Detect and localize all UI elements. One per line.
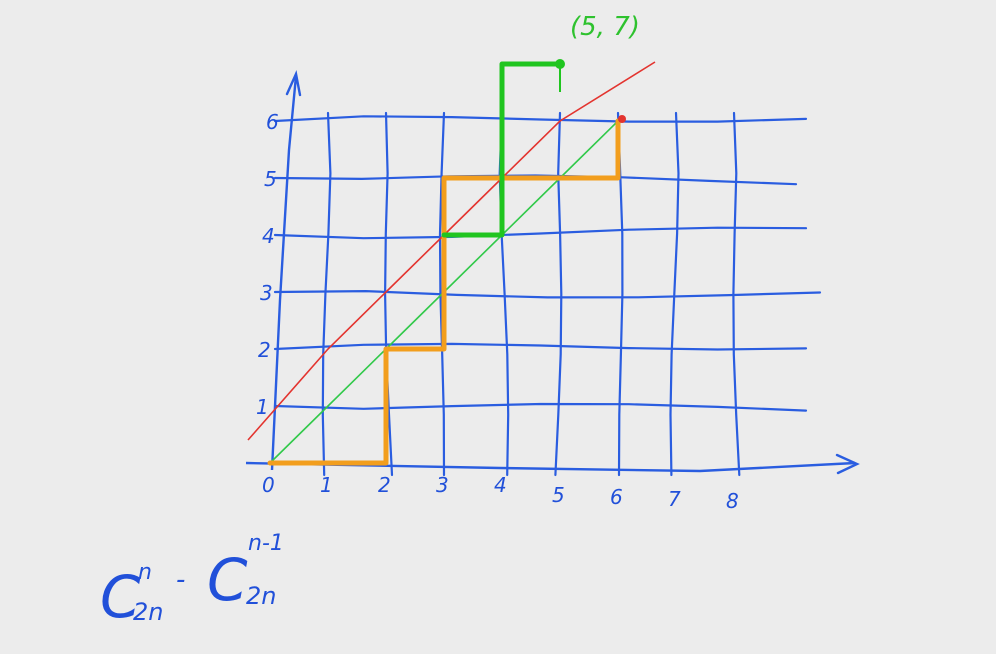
- formula-sub1: 2n: [133, 598, 163, 626]
- y-tick-label: 1: [256, 395, 269, 419]
- x-tick-label: 5: [552, 483, 565, 507]
- grid-horizontal-line: [273, 115, 808, 123]
- formula-sup1: n: [138, 560, 152, 585]
- formula-sub2: 2n: [246, 582, 276, 610]
- x-tick-label: 4: [494, 473, 507, 497]
- y-tick-label: 3: [260, 281, 273, 305]
- y-tick-label: 2: [258, 338, 271, 362]
- green-reflected-path: [441, 61, 563, 238]
- x-tick-label: 7: [668, 487, 681, 511]
- lattice-paths: [267, 59, 626, 466]
- x-tick-label: 8: [726, 489, 739, 513]
- y-tick-label: 4: [262, 224, 275, 248]
- grid-vertical-line: [669, 111, 680, 477]
- formula-c2: C: [207, 546, 248, 614]
- grid-lines: [273, 111, 822, 477]
- diagonal-lines: [247, 61, 656, 464]
- formula-minus: -: [176, 565, 185, 595]
- grid-vertical-line: [554, 111, 563, 477]
- axes: [245, 70, 860, 475]
- y-tick-label: 6: [266, 110, 279, 134]
- grid-horizontal-line: [273, 402, 808, 412]
- red-endpoint-dot: [618, 115, 626, 123]
- axis-labels: 0 1 2 3 4 5 6 7 8 1 2 3 4 5 6: [256, 110, 739, 513]
- binomial-formula: C n 2n - C n-1 2n: [100, 531, 284, 631]
- x-tick-label: 6: [610, 485, 623, 509]
- y-axis-arrowhead: [285, 70, 302, 97]
- point-label-5-7: (5, 7): [570, 12, 640, 42]
- grid-horizontal-line: [273, 226, 808, 240]
- y-tick-label: 5: [264, 167, 277, 191]
- x-tick-label: 2: [378, 473, 391, 497]
- formula-c1: C: [100, 563, 141, 631]
- x-axis-arrowhead: [835, 453, 860, 475]
- grid-horizontal-line: [273, 342, 808, 351]
- grid-horizontal-line: [273, 289, 822, 299]
- x-tick-label: 1: [320, 473, 333, 497]
- x-tick-label: 0: [262, 473, 275, 497]
- x-tick-label: 3: [436, 473, 449, 497]
- y-axis-line: [270, 75, 298, 471]
- orange-lattice-path: [267, 118, 621, 466]
- formula-sup2: n-1: [248, 531, 284, 556]
- grid-vertical-line: [321, 111, 332, 477]
